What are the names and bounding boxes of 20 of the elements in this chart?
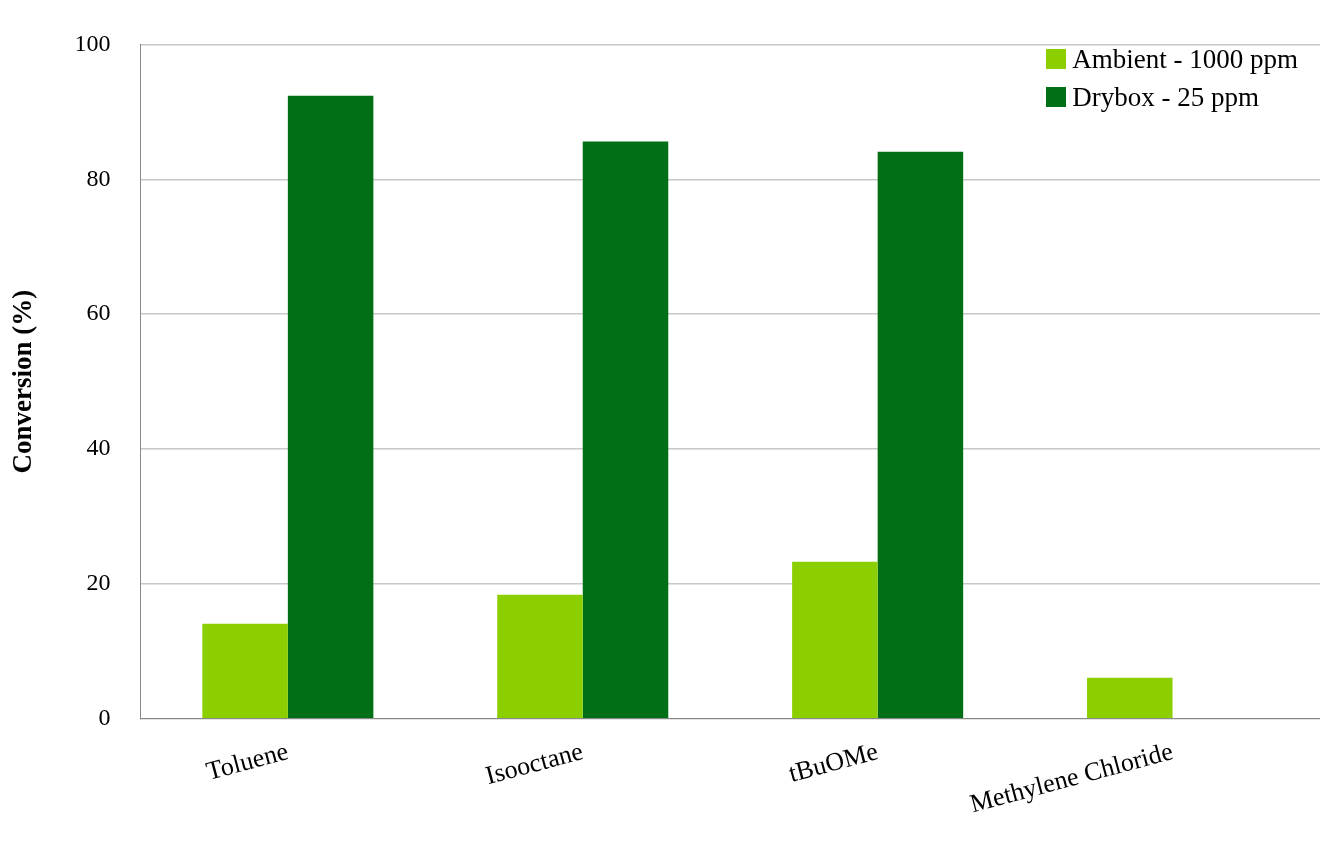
y-tick-label: 80 [86, 164, 111, 191]
x-tick-label: Methylene Chloride [966, 736, 1176, 819]
bar [792, 561, 878, 719]
y-tick-label: 60 [86, 299, 111, 326]
bar [582, 141, 669, 719]
bar [497, 594, 583, 719]
y-tick-label: 0 [98, 704, 111, 731]
bar [287, 95, 374, 719]
bar [202, 623, 288, 719]
y-tick-label: 40 [86, 434, 111, 461]
x-tick-label: tBuOMe [785, 736, 881, 788]
legend-label: Ambient - 1000 ppm [1072, 43, 1298, 76]
bar [1087, 677, 1173, 719]
y-tick-label: 20 [86, 569, 111, 596]
x-tick-label: Toluene [203, 736, 292, 786]
y-tick-label: 100 [74, 29, 111, 56]
legend-label: Drybox - 25 ppm [1072, 81, 1259, 114]
x-tick-label: Isooctane [482, 736, 587, 791]
bar [877, 151, 964, 719]
y-axis-title: Conversion (%) [7, 289, 38, 474]
